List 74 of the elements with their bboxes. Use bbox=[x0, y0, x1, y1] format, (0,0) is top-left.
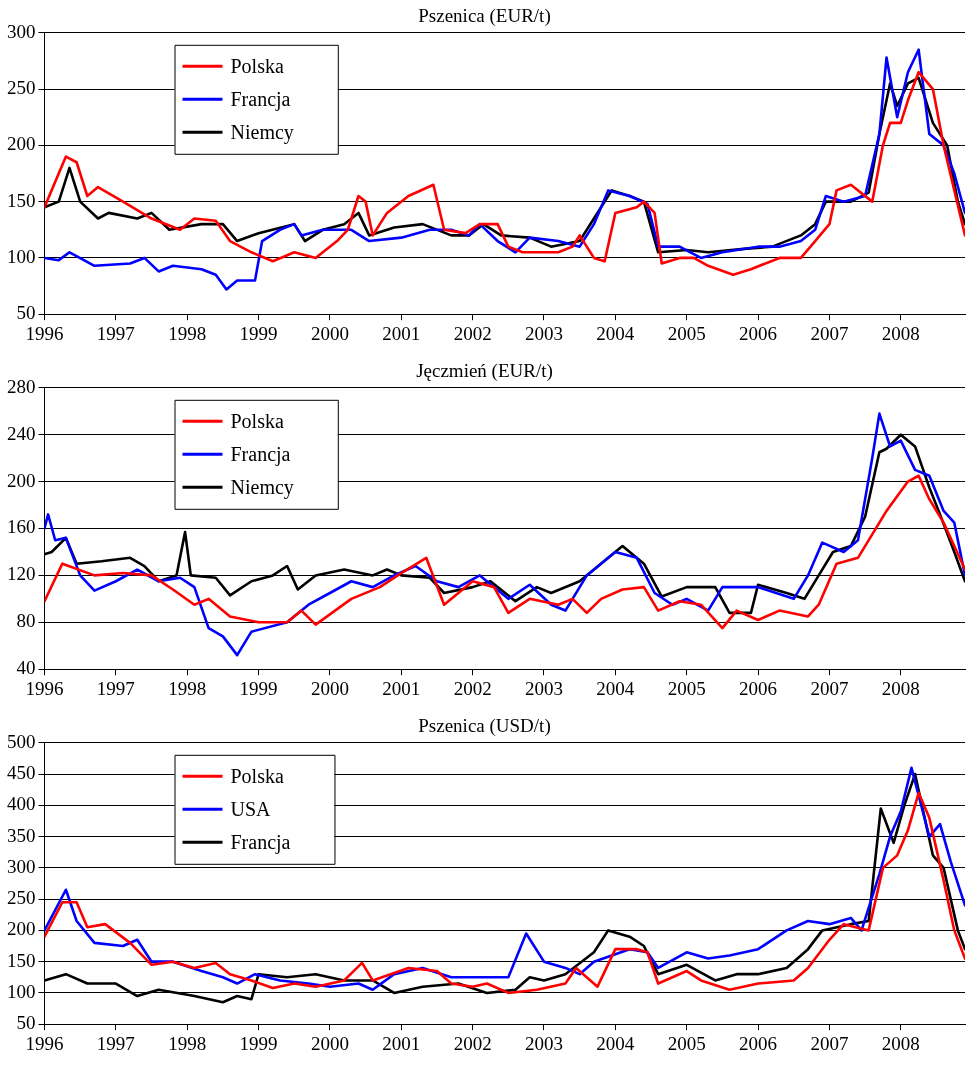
x-tick-label: 2008 bbox=[881, 677, 920, 699]
y-tick-label: 250 bbox=[7, 77, 36, 99]
x-tick-label: 2003 bbox=[525, 1032, 563, 1054]
x-tick-label: 1996 bbox=[25, 1032, 64, 1054]
x-tick-label: 1998 bbox=[168, 1032, 207, 1054]
x-tick-label: 2007 bbox=[810, 677, 849, 699]
y-tick-label: 160 bbox=[7, 516, 36, 538]
y-tick-label: 200 bbox=[7, 918, 36, 940]
y-tick-label: 500 bbox=[7, 730, 36, 752]
x-tick-label: 1999 bbox=[239, 1032, 278, 1054]
y-tick-label: 100 bbox=[7, 980, 36, 1002]
y-tick-label: 450 bbox=[7, 762, 36, 784]
y-tick-label: 80 bbox=[16, 610, 36, 632]
legend-label: Francja bbox=[230, 87, 291, 111]
x-tick-label: 2002 bbox=[453, 677, 492, 699]
x-tick-label: 2006 bbox=[739, 677, 778, 699]
x-tick-label: 2002 bbox=[453, 1032, 492, 1054]
legend-label: Niemcy bbox=[230, 475, 294, 499]
x-tick-label: 1998 bbox=[168, 677, 207, 699]
x-tick-label: 2002 bbox=[453, 322, 492, 344]
y-tick-label: 50 bbox=[16, 1012, 36, 1034]
y-tick-label: 300 bbox=[7, 855, 36, 877]
x-tick-label: 2000 bbox=[310, 322, 349, 344]
y-tick-label: 240 bbox=[7, 422, 36, 444]
x-tick-label: 2005 bbox=[667, 322, 706, 344]
x-tick-label: 2006 bbox=[739, 322, 778, 344]
chart-title: Pszenica (USD/t) bbox=[418, 715, 551, 738]
y-tick-label: 200 bbox=[7, 469, 36, 491]
x-tick-label: 2004 bbox=[596, 677, 635, 699]
legend-label: Polska bbox=[230, 54, 284, 77]
legend-label: Niemcy bbox=[230, 120, 294, 144]
y-tick-label: 400 bbox=[7, 793, 36, 815]
y-tick-label: 200 bbox=[7, 133, 36, 155]
x-tick-label: 2004 bbox=[596, 322, 635, 344]
y-tick-label: 40 bbox=[16, 657, 36, 679]
x-tick-label: 2007 bbox=[810, 322, 849, 344]
x-tick-label: 1998 bbox=[168, 322, 207, 344]
y-tick-label: 150 bbox=[7, 949, 36, 971]
x-tick-label: 2005 bbox=[667, 677, 706, 699]
legend-label: Francja bbox=[230, 830, 291, 854]
x-tick-label: 1997 bbox=[96, 677, 135, 699]
y-tick-label: 350 bbox=[7, 824, 36, 846]
legend-label: Polska bbox=[230, 764, 284, 787]
x-tick-label: 2005 bbox=[667, 1032, 706, 1054]
x-tick-label: 2001 bbox=[382, 1032, 421, 1054]
x-tick-label: 2001 bbox=[382, 322, 421, 344]
legend-label: Francja bbox=[230, 442, 291, 466]
y-tick-label: 150 bbox=[7, 189, 36, 211]
legend-label: Polska bbox=[230, 409, 284, 432]
x-tick-label: 2004 bbox=[596, 1032, 635, 1054]
x-tick-label: 2000 bbox=[310, 1032, 349, 1054]
x-tick-label: 2003 bbox=[525, 322, 563, 344]
x-tick-label: 2007 bbox=[810, 1032, 849, 1054]
legend-label: USA bbox=[230, 797, 272, 820]
x-tick-label: 1999 bbox=[239, 322, 278, 344]
y-tick-label: 250 bbox=[7, 887, 36, 909]
x-tick-label: 1997 bbox=[96, 322, 135, 344]
x-tick-label: 2003 bbox=[525, 677, 563, 699]
x-tick-label: 1999 bbox=[239, 677, 278, 699]
y-tick-label: 120 bbox=[7, 563, 36, 585]
x-tick-label: 2000 bbox=[310, 677, 349, 699]
x-tick-label: 1996 bbox=[25, 322, 64, 344]
chart-title: Jęczmień (EUR/t) bbox=[416, 360, 553, 383]
x-tick-label: 2001 bbox=[382, 677, 421, 699]
y-tick-label: 50 bbox=[16, 302, 36, 324]
x-tick-label: 2008 bbox=[881, 1032, 920, 1054]
y-tick-label: 100 bbox=[7, 245, 36, 267]
chart-title: Pszenica (EUR/t) bbox=[418, 5, 551, 28]
x-tick-label: 1996 bbox=[25, 677, 64, 699]
y-tick-label: 280 bbox=[7, 375, 36, 397]
x-tick-label: 1997 bbox=[96, 1032, 135, 1054]
x-tick-label: 2006 bbox=[739, 1032, 778, 1054]
y-tick-label: 300 bbox=[7, 20, 36, 42]
x-tick-label: 2008 bbox=[881, 322, 920, 344]
